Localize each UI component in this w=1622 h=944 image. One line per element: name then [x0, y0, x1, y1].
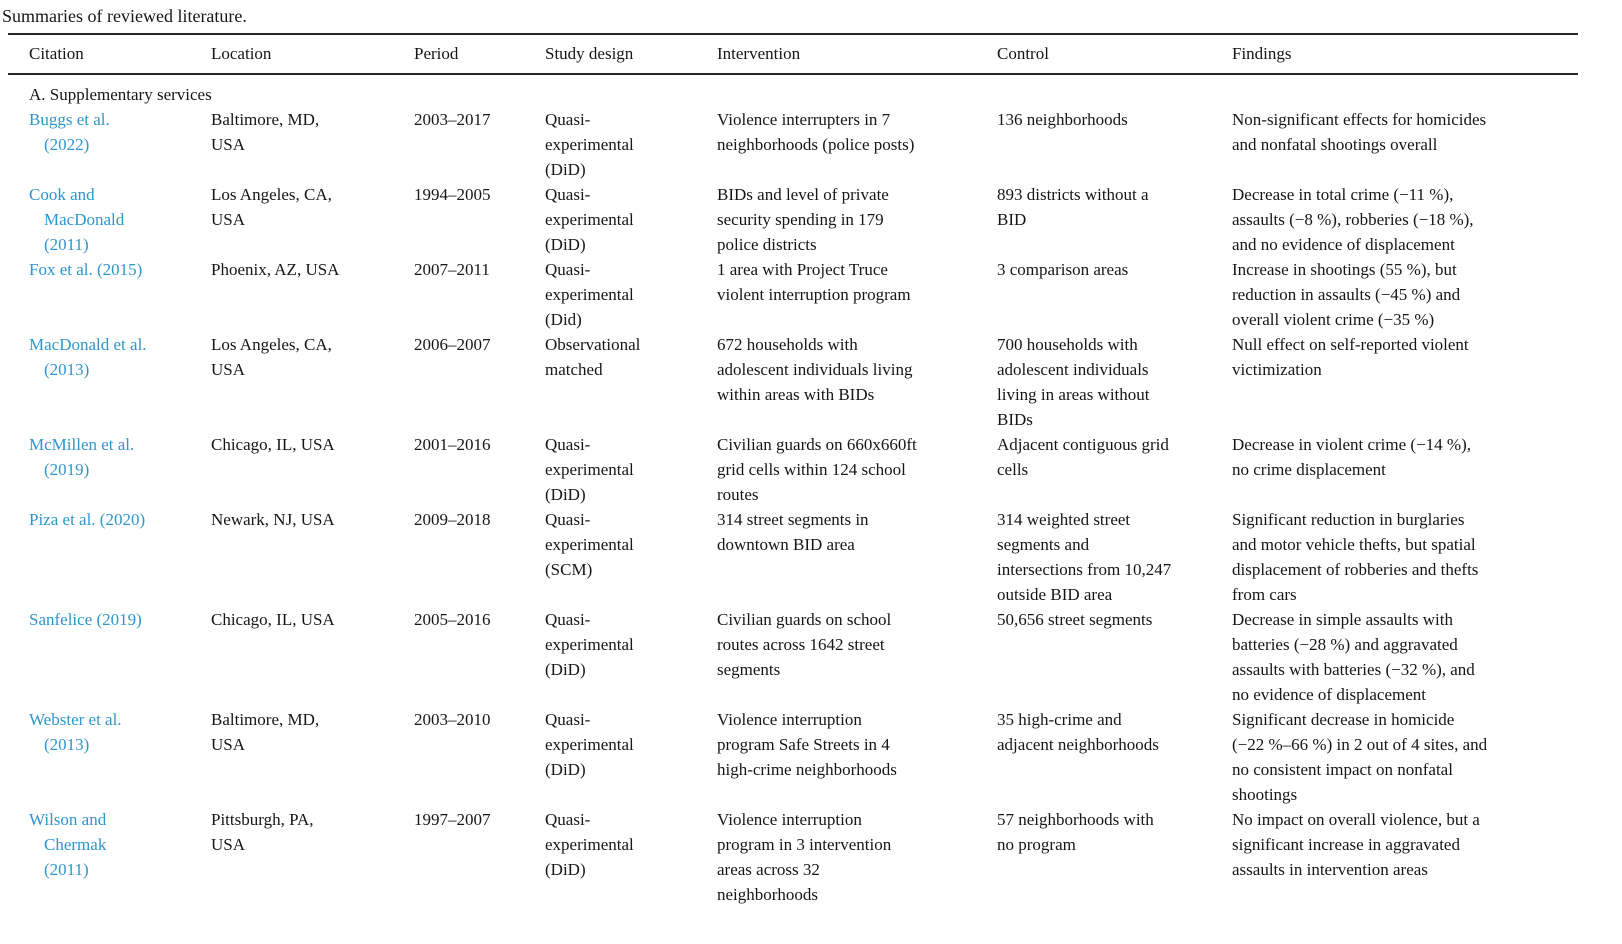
section-header-row: A. Supplementary services: [8, 74, 1578, 107]
intervention-cell: BIDs and level of private security spend…: [717, 185, 889, 254]
citation-link[interactable]: Webster et al. (2013): [29, 710, 122, 754]
period-cell: 2006–2007: [414, 335, 491, 354]
study-design-cell: Quasi- experimental (Did): [545, 260, 634, 329]
citation-cell: Sanfelice (2019): [8, 607, 211, 707]
section-label: A. Supplementary services: [29, 85, 212, 104]
location-cell: Baltimore, MD, USA: [211, 110, 320, 154]
study-design-cell: Quasi- experimental (SCM): [545, 510, 634, 579]
citation-link[interactable]: MacDonald et al. (2013): [29, 335, 147, 379]
table-title: Summaries of reviewed literature.: [2, 6, 247, 26]
intervention-cell: Violence interruption program Safe Stree…: [717, 710, 897, 779]
intervention-cell: Violence interrupters in 7 neighborhoods…: [717, 110, 915, 154]
table-row: McMillen et al. (2019) Chicago, IL, USA …: [8, 432, 1578, 507]
period-cell: 2007–2011: [414, 260, 490, 279]
citation-link[interactable]: Piza et al. (2020): [29, 510, 146, 529]
location-cell: Newark, NJ, USA: [211, 510, 335, 529]
table-body: A. Supplementary services Buggs et al. (…: [8, 74, 1578, 907]
location-cell: Phoenix, AZ, USA: [211, 260, 340, 279]
citation-cell: Piza et al. (2020): [8, 507, 211, 607]
control-cell: 57 neighborhoods with no program: [997, 810, 1154, 854]
citation-cell: Buggs et al. (2022): [8, 107, 211, 182]
citation-cell: MacDonald et al. (2013): [8, 332, 211, 432]
control-cell: Adjacent contiguous grid cells: [997, 435, 1169, 479]
table-row: Wilson and Chermak (2011) Pittsburgh, PA…: [8, 807, 1578, 907]
control-cell: 314 weighted street segments and interse…: [997, 510, 1172, 604]
period-cell: 2001–2016: [414, 435, 491, 454]
findings-cell: Significant decrease in homicide (−22 %–…: [1232, 710, 1488, 804]
location-cell: Baltimore, MD, USA: [211, 710, 320, 754]
citation-cell: Webster et al. (2013): [8, 707, 211, 807]
location-cell: Pittsburgh, PA, USA: [211, 810, 314, 854]
control-cell: 136 neighborhoods: [997, 110, 1128, 129]
column-header-intervention: Intervention: [717, 34, 997, 75]
citation-link[interactable]: Wilson and Chermak (2011): [29, 810, 107, 879]
control-cell: 35 high-crime and adjacent neighborhoods: [997, 710, 1159, 754]
findings-cell: Non-significant effects for homicides an…: [1232, 110, 1487, 154]
citation-cell: Wilson and Chermak (2011): [8, 807, 211, 907]
column-header-control: Control: [997, 34, 1232, 75]
location-cell: Chicago, IL, USA: [211, 610, 335, 629]
control-cell: 893 districts without a BID: [997, 185, 1149, 229]
table-row: Cook and MacDonald (2011) Los Angeles, C…: [8, 182, 1578, 257]
location-cell: Los Angeles, CA, USA: [211, 335, 332, 379]
period-cell: 1997–2007: [414, 810, 491, 829]
study-design-cell: Quasi- experimental (DiD): [545, 610, 634, 679]
intervention-cell: 672 households with adolescent individua…: [717, 335, 913, 404]
citation-cell: Fox et al. (2015): [8, 257, 211, 332]
column-header-citation: Citation: [8, 34, 211, 75]
literature-table: Citation Location Period Study design In…: [8, 33, 1578, 907]
citation-link[interactable]: Buggs et al. (2022): [29, 110, 110, 154]
period-cell: 1994–2005: [414, 185, 491, 204]
location-cell: Chicago, IL, USA: [211, 435, 335, 454]
intervention-cell: Civilian guards on 660x660ft grid cells …: [717, 435, 917, 504]
citation-link[interactable]: McMillen et al. (2019): [29, 435, 135, 479]
table-row: Sanfelice (2019) Chicago, IL, USA 2005–2…: [8, 607, 1578, 707]
period-cell: 2005–2016: [414, 610, 491, 629]
citation-link[interactable]: Sanfelice (2019): [29, 610, 142, 629]
study-design-cell: Quasi- experimental (DiD): [545, 110, 634, 179]
study-design-cell: Quasi- experimental (DiD): [545, 810, 634, 879]
control-cell: 700 households with adolescent individua…: [997, 335, 1150, 429]
table-row: Buggs et al. (2022) Baltimore, MD, USA 2…: [8, 107, 1578, 182]
period-cell: 2009–2018: [414, 510, 491, 529]
citation-cell: Cook and MacDonald (2011): [8, 182, 211, 257]
location-cell: Los Angeles, CA, USA: [211, 185, 332, 229]
findings-cell: Decrease in simple assaults with batteri…: [1232, 610, 1475, 704]
header-row: Citation Location Period Study design In…: [8, 34, 1578, 75]
study-design-cell: Quasi- experimental (DiD): [545, 435, 634, 504]
column-header-findings: Findings: [1232, 34, 1578, 75]
findings-cell: Significant reduction in burglaries and …: [1232, 510, 1479, 604]
table-row: Piza et al. (2020) Newark, NJ, USA 2009–…: [8, 507, 1578, 607]
period-cell: 2003–2017: [414, 110, 491, 129]
intervention-cell: Civilian guards on school routes across …: [717, 610, 892, 679]
column-header-study-design: Study design: [545, 34, 717, 75]
control-cell: 50,656 street segments: [997, 610, 1153, 629]
study-design-cell: Quasi- experimental (DiD): [545, 185, 634, 254]
citation-link[interactable]: Fox et al. (2015): [29, 260, 143, 279]
table-row: MacDonald et al. (2013) Los Angeles, CA,…: [8, 332, 1578, 432]
findings-cell: Decrease in total crime (−11 %), assault…: [1232, 185, 1474, 254]
column-header-period: Period: [414, 34, 545, 75]
intervention-cell: 314 street segments in downtown BID area: [717, 510, 869, 554]
control-cell: 3 comparison areas: [997, 260, 1129, 279]
intervention-cell: 1 area with Project Truce violent interr…: [717, 260, 911, 304]
study-design-cell: Observational matched: [545, 335, 641, 379]
citation-link[interactable]: Cook and MacDonald (2011): [29, 185, 125, 254]
intervention-cell: Violence interruption program in 3 inter…: [717, 810, 892, 904]
findings-cell: Null effect on self-reported violent vic…: [1232, 335, 1469, 379]
findings-cell: Decrease in violent crime (−14 %), no cr…: [1232, 435, 1471, 479]
table-header: Citation Location Period Study design In…: [8, 34, 1578, 75]
study-design-cell: Quasi- experimental (DiD): [545, 710, 634, 779]
findings-cell: Increase in shootings (55 %), but reduct…: [1232, 260, 1461, 329]
table-row: Webster et al. (2013) Baltimore, MD, USA…: [8, 707, 1578, 807]
column-header-location: Location: [211, 34, 414, 75]
findings-cell: No impact on overall violence, but a sig…: [1232, 810, 1480, 879]
citation-cell: McMillen et al. (2019): [8, 432, 211, 507]
period-cell: 2003–2010: [414, 710, 491, 729]
table-row: Fox et al. (2015) Phoenix, AZ, USA 2007–…: [8, 257, 1578, 332]
